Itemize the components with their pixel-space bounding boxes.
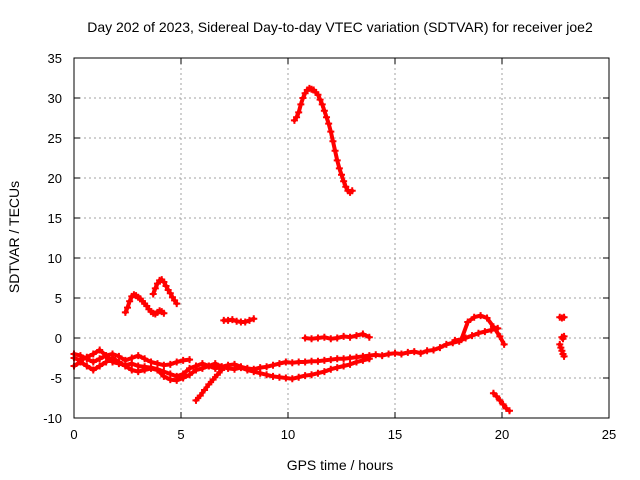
series-arc-10 [451, 312, 508, 348]
series-arc-12 [556, 313, 568, 322]
series-trace [193, 368, 224, 403]
series-trace [303, 332, 372, 341]
series-trace [452, 313, 507, 347]
y-tick-label: -10 [43, 411, 62, 426]
series-arc-6 [192, 366, 226, 404]
chart-title: Day 202 of 2023, Sidereal Day-to-day VTE… [87, 19, 593, 35]
series-trace [72, 352, 192, 368]
x-tick-label: 5 [177, 427, 184, 442]
series-trace [292, 86, 355, 195]
series-arc-3 [70, 350, 194, 369]
series-arc-13 [556, 340, 568, 360]
x-tick-label: 10 [281, 427, 295, 442]
y-tick-label: 15 [48, 211, 62, 226]
x-tick-label: 0 [70, 427, 77, 442]
y-axis-label: SDTVAR / TECUs [6, 181, 22, 293]
y-tick-label: 30 [48, 91, 62, 106]
series-trace [557, 315, 567, 320]
series-arc-11 [489, 389, 513, 415]
x-tick-label: 20 [495, 427, 509, 442]
series-arc-5 [149, 276, 181, 308]
x-tick-label: 25 [602, 427, 616, 442]
y-tick-label: 0 [55, 331, 62, 346]
series-arc-8 [290, 84, 356, 196]
y-tick-label: -5 [50, 371, 62, 386]
series-arc-7 [220, 315, 258, 326]
plot-border [73, 57, 610, 419]
x-axis-label: GPS time / hours [287, 457, 394, 473]
axis-ticks: 0 5 10 15 20 25 -10 -5 0 5 10 15 20 25 30 35 [43, 51, 616, 442]
series-trace [151, 277, 179, 306]
x-tick-label: 15 [388, 427, 402, 442]
y-tick-label: 20 [48, 171, 62, 186]
series-trace [559, 334, 567, 341]
y-tick-label: 5 [55, 291, 62, 306]
grid [74, 58, 609, 418]
series-trace [123, 292, 166, 316]
y-tick-label: 25 [48, 131, 62, 146]
series-trace [491, 391, 512, 413]
y-tick-label: 35 [48, 51, 62, 66]
series-trace [557, 342, 567, 359]
series-arc-14 [558, 332, 568, 343]
series-arc-4 [121, 291, 168, 318]
data-points [70, 84, 568, 415]
y-tick-label: 10 [48, 251, 62, 266]
series-arc-9 [301, 330, 373, 343]
series-trace [221, 316, 256, 324]
